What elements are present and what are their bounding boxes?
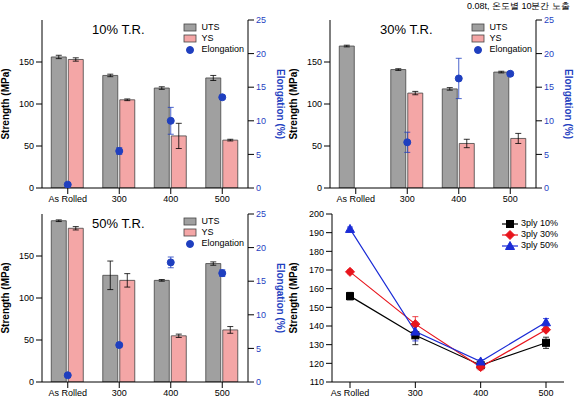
svg-text:Elongation (%): Elongation (%) — [563, 69, 568, 139]
svg-text:0: 0 — [256, 377, 261, 387]
svg-text:120: 120 — [309, 359, 324, 369]
svg-text:50: 50 — [24, 335, 34, 345]
html-text:UTS: UTS — [201, 216, 220, 226]
svg-text:50: 50 — [312, 141, 322, 151]
html-text:10% T.R.: 10% T.R. — [92, 22, 145, 37]
html-text:50% T.R.: 50% T.R. — [92, 216, 145, 231]
html-text:Elongation: Elongation — [489, 44, 532, 54]
svg-text:25: 25 — [256, 15, 266, 25]
svg-text:300: 300 — [112, 388, 127, 398]
html-text:YS: YS — [201, 33, 214, 43]
svg-text:170: 170 — [309, 265, 324, 275]
html-text:3ply 10%: 3ply 10% — [521, 218, 558, 228]
html-text:3ply 30%: 3ply 30% — [521, 229, 558, 239]
svg-text:10: 10 — [256, 310, 266, 320]
svg-text:5: 5 — [544, 150, 549, 160]
svg-text:150: 150 — [307, 57, 322, 67]
html-text:Elongation: Elongation — [201, 44, 244, 54]
svg-text:300: 300 — [408, 388, 423, 398]
svg-text:190: 190 — [309, 228, 324, 238]
html-text:YS: YS — [201, 227, 214, 237]
html-text:Elongation: Elongation — [201, 238, 244, 248]
svg-text:0: 0 — [317, 183, 322, 193]
svg-text:10: 10 — [256, 116, 266, 126]
svg-text:Strength (MPa): Strength (MPa) — [288, 68, 299, 139]
svg-text:400: 400 — [451, 194, 466, 204]
svg-text:As Rolled: As Rolled — [48, 388, 87, 398]
svg-text:400: 400 — [163, 194, 178, 204]
svg-text:110: 110 — [310, 377, 324, 387]
svg-text:300: 300 — [400, 194, 415, 204]
svg-text:0: 0 — [29, 183, 34, 193]
html-text:UTS: UTS — [201, 22, 220, 32]
svg-text:130: 130 — [309, 340, 324, 350]
svg-text:500: 500 — [215, 388, 230, 398]
svg-text:As Rolled: As Rolled — [331, 388, 370, 398]
svg-text:15: 15 — [256, 82, 266, 92]
svg-text:100: 100 — [19, 99, 34, 109]
svg-text:0: 0 — [544, 183, 549, 193]
svg-text:As Rolled: As Rolled — [48, 194, 87, 204]
svg-text:Strength (MPa): Strength (MPa) — [288, 262, 299, 333]
svg-text:20: 20 — [544, 49, 554, 59]
svg-text:300: 300 — [112, 194, 127, 204]
svg-text:500: 500 — [215, 194, 230, 204]
svg-text:500: 500 — [538, 388, 553, 398]
svg-text:150: 150 — [19, 251, 34, 261]
svg-text:20: 20 — [256, 243, 266, 253]
svg-text:5: 5 — [256, 150, 261, 160]
svg-text:180: 180 — [309, 247, 324, 257]
svg-text:Strength (MPa): Strength (MPa) — [8, 262, 11, 333]
html-text:0.08t, 온도별 10분간 노출: 0.08t, 온도별 10분간 노출 — [467, 1, 570, 11]
svg-text:150: 150 — [309, 303, 324, 313]
svg-text:140: 140 — [309, 321, 324, 331]
svg-text:0: 0 — [256, 183, 261, 193]
svg-text:0: 0 — [29, 377, 34, 387]
svg-text:15: 15 — [544, 82, 554, 92]
html-text:3ply 50%: 3ply 50% — [521, 240, 558, 250]
svg-text:As Rolled: As Rolled — [336, 194, 375, 204]
html-text:YS: YS — [489, 33, 502, 43]
svg-text:160: 160 — [309, 284, 324, 294]
svg-text:5: 5 — [256, 344, 261, 354]
svg-text:20: 20 — [256, 49, 266, 59]
svg-text:Elongation (%): Elongation (%) — [275, 69, 286, 139]
svg-text:500: 500 — [503, 194, 518, 204]
svg-text:100: 100 — [19, 293, 34, 303]
svg-text:25: 25 — [256, 209, 266, 219]
svg-text:Elongation (%): Elongation (%) — [275, 263, 286, 333]
svg-text:15: 15 — [256, 276, 266, 286]
svg-text:200: 200 — [309, 209, 324, 219]
svg-text:25: 25 — [544, 15, 554, 25]
svg-text:50: 50 — [24, 141, 34, 151]
svg-text:400: 400 — [163, 388, 178, 398]
svg-text:Strength (MPa): Strength (MPa) — [8, 68, 11, 139]
html-text:30% T.R.: 30% T.R. — [380, 22, 433, 37]
svg-text:10: 10 — [544, 116, 554, 126]
html-text:UTS: UTS — [489, 22, 508, 32]
svg-text:150: 150 — [19, 57, 34, 67]
svg-text:400: 400 — [473, 388, 488, 398]
svg-text:100: 100 — [307, 99, 322, 109]
